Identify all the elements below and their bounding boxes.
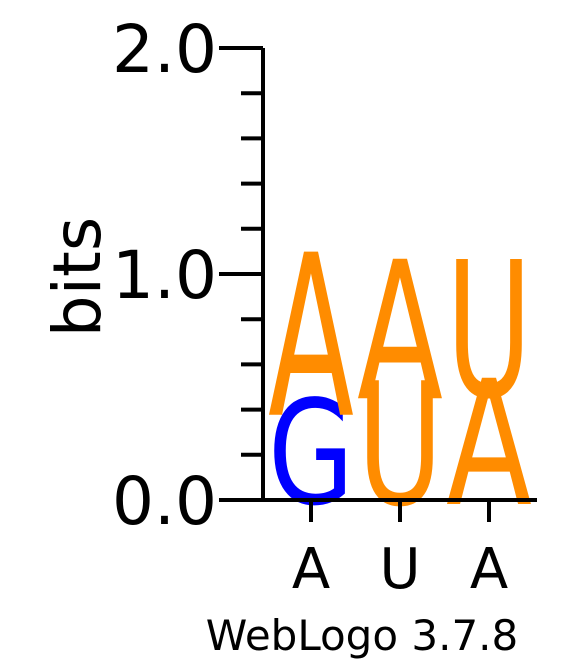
logo-letter-a: A (268, 206, 354, 467)
y-tick-label: 1.0 (112, 237, 217, 314)
y-axis: 0.0 1.0 2.0 (112, 11, 263, 540)
logo-letter-u: U (446, 222, 532, 440)
x-tick-label: U (380, 537, 421, 602)
y-tick-label: 2.0 (112, 11, 217, 88)
y-axis-label: bits (39, 217, 116, 338)
x-tick-label: A (470, 537, 508, 602)
x-tick-label: A (292, 537, 330, 602)
letter-stacks: GA UA AU (268, 206, 532, 545)
logo-letter-a: A (357, 222, 443, 444)
y-tick-label: 0.0 (112, 463, 217, 540)
weblogo-footer: WebLogo 3.7.8 (206, 611, 519, 660)
